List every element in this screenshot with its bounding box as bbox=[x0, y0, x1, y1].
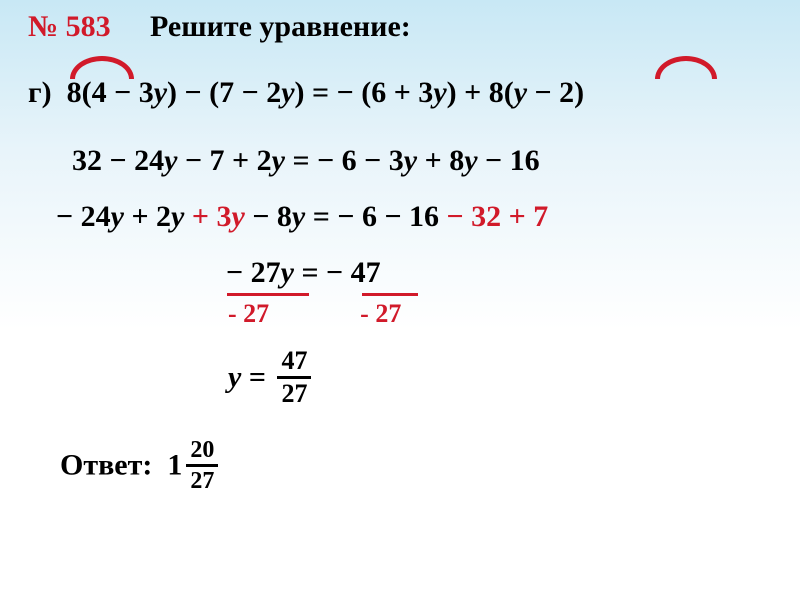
divisor-right: - 27 bbox=[360, 299, 401, 328]
fraction-den: 27 bbox=[186, 464, 218, 493]
var-y: y bbox=[171, 200, 184, 233]
answer-row: Ответ: 12027 bbox=[60, 440, 222, 495]
t: − 16 bbox=[478, 144, 540, 177]
var-y: y bbox=[154, 76, 167, 109]
t: − 32 bbox=[439, 200, 501, 233]
var-y: y bbox=[292, 200, 305, 233]
equation-line-2: 32 − 24y − 7 + 2y = − 6 − 3y + 8y − 16 bbox=[72, 144, 540, 178]
var-y: y bbox=[514, 76, 527, 109]
answer-whole: 1 bbox=[167, 448, 182, 481]
fraction-result: 4727 bbox=[277, 348, 311, 407]
part-label: г) bbox=[28, 76, 52, 109]
t: 8(4 − 3 bbox=[67, 76, 154, 109]
t: ) = − (6 + 3 bbox=[295, 76, 434, 109]
var-y: y bbox=[272, 144, 285, 177]
t: + 3 bbox=[184, 200, 231, 233]
t: − 2) bbox=[527, 76, 584, 109]
t: 32 − 24 bbox=[72, 144, 164, 177]
var-y: y bbox=[464, 144, 477, 177]
var-y: y bbox=[111, 200, 124, 233]
t: − 7 + 2 bbox=[177, 144, 271, 177]
t: = − 6 − 3 bbox=[285, 144, 404, 177]
var-y: y bbox=[433, 76, 446, 109]
t: + 7 bbox=[501, 200, 548, 233]
var-y: y bbox=[164, 144, 177, 177]
fraction-num: 47 bbox=[277, 348, 311, 376]
t: = − 6 − 16 bbox=[305, 200, 439, 233]
equation-line-3: − 24y + 2y + 3y − 8y = − 6 − 16 − 32 + 7 bbox=[56, 200, 548, 234]
answer-label: Ответ: bbox=[60, 448, 152, 481]
t: + 8 bbox=[417, 144, 464, 177]
var-y: y bbox=[231, 200, 244, 233]
fraction-den: 27 bbox=[277, 376, 311, 407]
t: + 2 bbox=[124, 200, 171, 233]
equation-line-4: − 27y = − 47 bbox=[226, 256, 381, 290]
var-y: y bbox=[228, 360, 241, 393]
t: − 27 bbox=[226, 256, 281, 289]
divisor-row: - 27 - 27 bbox=[228, 296, 401, 330]
var-y: y bbox=[404, 144, 417, 177]
task-number: № 583 bbox=[28, 10, 111, 44]
t: ) − (7 − 2 bbox=[167, 76, 281, 109]
equation-result: y = 4727 bbox=[228, 350, 315, 409]
divisor-left: - 27 bbox=[228, 299, 269, 328]
fraction-answer: 2027 bbox=[186, 438, 218, 493]
t: − 24 bbox=[56, 200, 111, 233]
t: = − 47 bbox=[294, 256, 381, 289]
task-title: Решите уравнение: bbox=[150, 10, 411, 44]
var-y: y bbox=[281, 76, 294, 109]
arc-right bbox=[655, 56, 717, 79]
t: ) + 8( bbox=[447, 76, 514, 109]
fraction-num: 20 bbox=[186, 438, 218, 464]
equation-line-1: г) 8(4 − 3y) − (7 − 2y) = − (6 + 3y) + 8… bbox=[28, 76, 584, 110]
t: = bbox=[241, 360, 273, 393]
t: − 8 bbox=[245, 200, 292, 233]
var-y: y bbox=[281, 256, 294, 289]
